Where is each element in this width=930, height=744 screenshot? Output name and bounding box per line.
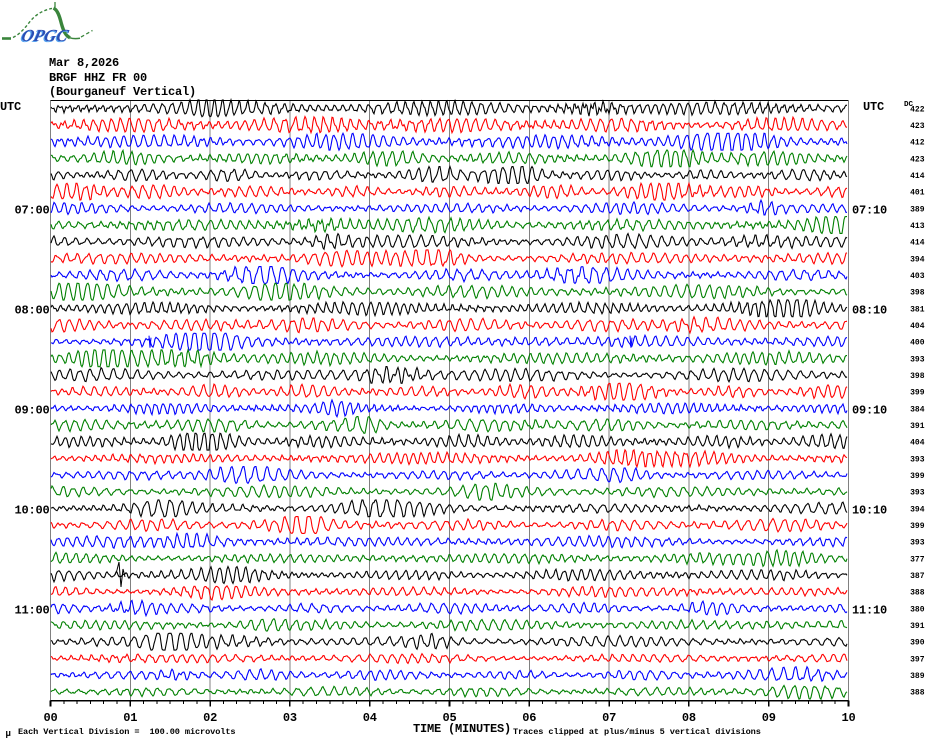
svg-text:388: 388 [910, 689, 925, 698]
svg-text:399: 399 [910, 472, 925, 481]
svg-text:401: 401 [910, 189, 925, 198]
svg-text:10:10: 10:10 [852, 503, 887, 517]
svg-text:11:10: 11:10 [852, 603, 887, 617]
svg-text:400: 400 [910, 339, 925, 348]
svg-text:384: 384 [910, 405, 925, 414]
svg-text:10: 10 [841, 711, 855, 725]
svg-text:07:10: 07:10 [852, 203, 887, 217]
svg-text:09:00: 09:00 [14, 403, 49, 417]
svg-text:398: 398 [910, 289, 925, 298]
svg-text:381: 381 [910, 305, 925, 314]
svg-text:01: 01 [123, 711, 137, 725]
svg-text:07:00: 07:00 [14, 203, 49, 217]
svg-text:09: 09 [762, 711, 776, 725]
svg-text:388: 388 [910, 589, 925, 598]
svg-text:399: 399 [910, 389, 925, 398]
svg-text:05: 05 [442, 711, 456, 725]
svg-text:422: 422 [910, 105, 925, 114]
svg-text:377: 377 [910, 555, 925, 564]
svg-text:OPGC: OPGC [18, 27, 69, 46]
svg-text:404: 404 [910, 322, 925, 331]
svg-text:399: 399 [910, 522, 925, 531]
svg-text:00: 00 [43, 711, 57, 725]
svg-text:10:00: 10:00 [14, 503, 49, 517]
svg-text:413: 413 [910, 222, 925, 231]
svg-text:423: 423 [910, 155, 925, 164]
svg-text:391: 391 [910, 622, 925, 631]
svg-text:398: 398 [910, 372, 925, 381]
svg-text:414: 414 [910, 172, 925, 181]
svg-text:393: 393 [910, 355, 925, 364]
svg-text:397: 397 [910, 655, 925, 664]
svg-text:02: 02 [203, 711, 217, 725]
svg-text:389: 389 [910, 672, 925, 681]
svg-text:393: 393 [910, 455, 925, 464]
svg-text:03: 03 [283, 711, 297, 725]
svg-text:08: 08 [682, 711, 696, 725]
svg-text:393: 393 [910, 489, 925, 498]
svg-text:389: 389 [910, 205, 925, 214]
svg-text:414: 414 [910, 239, 925, 248]
svg-text:08:10: 08:10 [852, 303, 887, 317]
svg-text:394: 394 [910, 255, 925, 264]
svg-text:04: 04 [363, 711, 377, 725]
svg-text:404: 404 [910, 439, 925, 448]
svg-text:403: 403 [910, 272, 925, 281]
svg-text:06: 06 [522, 711, 536, 725]
svg-text:394: 394 [910, 505, 925, 514]
svg-text:09:10: 09:10 [852, 403, 887, 417]
svg-text:08:00: 08:00 [14, 303, 49, 317]
svg-text:423: 423 [910, 122, 925, 131]
svg-text:380: 380 [910, 605, 925, 614]
svg-text:391: 391 [910, 422, 925, 431]
svg-text:07: 07 [602, 711, 616, 725]
svg-text:OPGC: OPGC [20, 26, 71, 45]
svg-text:387: 387 [910, 572, 925, 581]
svg-text:393: 393 [910, 539, 925, 548]
svg-text:390: 390 [910, 639, 925, 648]
svg-text:412: 412 [910, 139, 925, 148]
svg-text:11:00: 11:00 [14, 603, 49, 617]
